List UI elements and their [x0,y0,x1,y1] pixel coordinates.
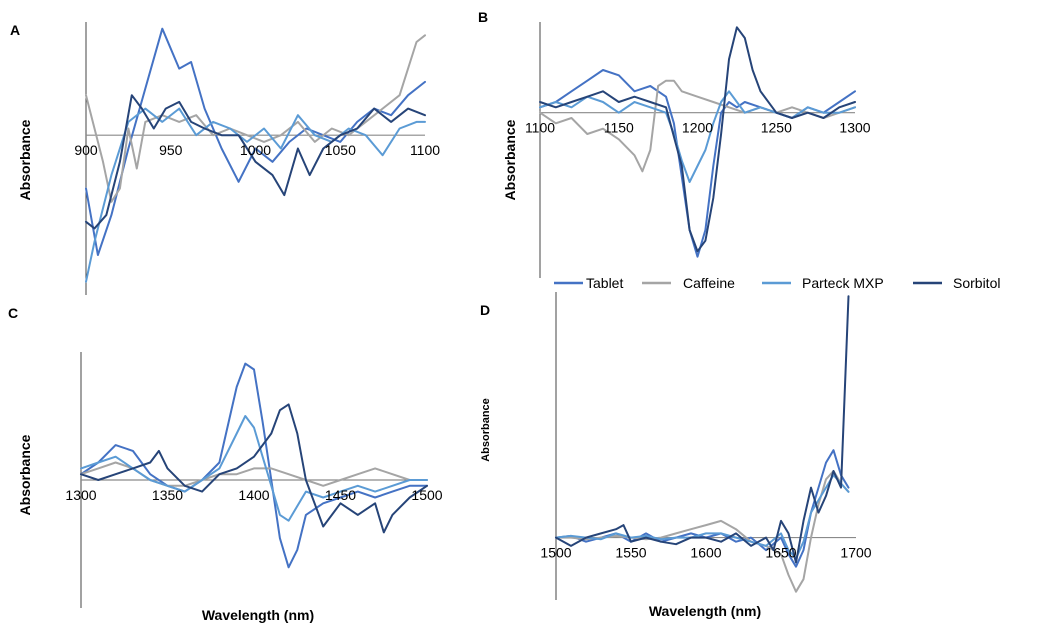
panel-c-x-axis-label: Wavelength (nm) [202,607,314,623]
panel-b-series-tablet [539,69,856,258]
panel-b-series-sorbitol [539,26,856,253]
panel-d-y-axis-label: Absorbance [480,398,492,462]
chart-panels: A 900 950 1000 1050 1100 Absorbance B 1100 1150 12… [8,9,872,623]
panel-c-series-tablet [80,362,428,569]
panel-c-series-parteck-mxp [80,415,428,522]
panel-c-letter: C [8,305,18,321]
panel-c-tick-label: 1450 [325,487,356,503]
panel-a-y-axis-label: Absorbance [17,119,33,200]
panel-d: D 1500 1550 1600 1650 1700 Absorbance Wavelengt… [480,292,872,619]
legend-label-sorbitol: Sorbitol [953,275,1000,291]
panel-a-series-caffeine [85,34,426,203]
panel-d-series-caffeine [555,470,850,593]
panel-a-tick-label: 900 [74,142,98,158]
panel-c-tick-label: 1500 [411,487,442,503]
panel-a: A 900 950 1000 1050 1100 Absorbance [10,22,440,295]
panel-d-tick-label: 1550 [615,545,646,561]
panel-c-tick-label: 1400 [238,487,269,503]
panel-b-tick-label: 1200 [682,120,713,136]
panel-b-series-parteck-mxp [539,90,856,183]
panel-b-tick-label: 1100 [525,120,555,136]
legend-label-tablet: Tablet [586,275,623,291]
legend-item-tablet: Tablet [554,275,623,291]
panel-d-x-axis-label: Wavelength (nm) [649,603,761,619]
panel-d-tick-label: 1650 [765,545,796,561]
panel-a-tick-label: 1050 [325,142,356,158]
legend-label-parteck-mxp: Parteck MXP [802,275,884,291]
panel-d-letter: D [480,302,490,318]
panel-a-tick-label: 950 [159,142,183,158]
panel-c-y-axis-label: Absorbance [17,434,33,515]
legend-item-sorbitol: Sorbitol [913,275,1000,291]
panel-b: B 1100 1150 1200 1250 1300 Absorbance [478,9,871,278]
panel-b-letter: B [478,9,488,25]
panel-b-y-axis-label: Absorbance [502,119,518,200]
panel-a-letter: A [10,22,20,38]
panel-c-tick-label: 1300 [65,487,96,503]
panel-c-tick-label: 1350 [152,487,183,503]
panel-d-series-sorbitol [555,295,850,564]
panel-a-series-tablet [85,27,426,256]
chart-legend: Tablet Caffeine Parteck MXP Sorbitol [554,275,1000,291]
panel-b-tick-label: 1250 [761,120,792,136]
panel-d-series-parteck-mxp [555,474,850,560]
panel-d-tick-label: 1700 [840,545,871,561]
panel-d-tick-label: 1500 [540,545,571,561]
panel-b-tick-label: 1150 [604,120,634,136]
legend-item-caffeine: Caffeine [642,275,735,291]
panel-a-series-sorbitol [85,94,426,230]
panel-a-tick-label: 1000 [240,142,271,158]
panel-b-series-caffeine [539,79,856,173]
panel-b-tick-label: 1300 [839,120,870,136]
panel-c-series-sorbitol [80,403,428,534]
legend-label-caffeine: Caffeine [683,275,735,291]
legend-item-parteck-mxp: Parteck MXP [762,275,884,291]
panel-d-tick-label: 1600 [690,545,721,561]
panel-a-series-parteck-mxp [85,107,426,283]
panel-c: C 1300 1350 1400 1450 1500 Absorbance Wavelengt… [8,305,443,623]
panel-a-tick-label: 1100 [410,142,440,158]
panel-c-series-caffeine [80,461,428,487]
